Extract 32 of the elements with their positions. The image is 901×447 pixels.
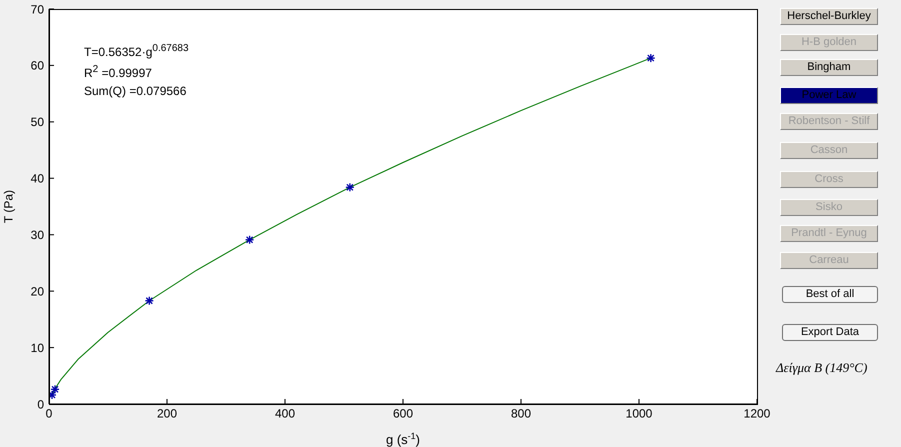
button: Power Law bbox=[780, 87, 878, 104]
y-tick-label: 50 bbox=[30, 115, 44, 130]
x-axis-title: g (s$^{-1}$) bbox=[386, 431, 420, 447]
button: Casson bbox=[780, 142, 878, 159]
button: Bingham bbox=[780, 59, 878, 76]
x-tick-label: 400 bbox=[274, 406, 296, 421]
y-tick-label: 0 bbox=[37, 397, 44, 412]
x-tick-label: 200 bbox=[156, 406, 178, 421]
y-tick-label: 40 bbox=[30, 172, 44, 186]
button: H-B golden bbox=[780, 34, 878, 51]
y-tick-label: 60 bbox=[30, 58, 44, 73]
button: Sisko bbox=[780, 199, 878, 216]
annotation: T=0.56352·g$^{0.67683}$ bbox=[84, 42, 189, 61]
y-tick-label: 30 bbox=[30, 228, 44, 242]
button: Export Data bbox=[782, 324, 878, 341]
button: Prandtl - Eynug bbox=[780, 225, 878, 242]
y-axis-title: T (Pa) bbox=[1, 190, 16, 224]
x-tick-label: 1000 bbox=[626, 406, 653, 421]
button: Carreau bbox=[780, 252, 878, 269]
y-tick-label: 70 bbox=[30, 2, 44, 16]
button: Best of all bbox=[782, 286, 878, 303]
text: Δείγμα Β (149°C) bbox=[776, 360, 868, 376]
annotation: R$^{2}$ =0.99997 bbox=[84, 63, 153, 82]
x-tick-label: 1200 bbox=[744, 406, 771, 421]
button: Cross bbox=[780, 171, 878, 188]
x-tick-label: 800 bbox=[510, 406, 532, 421]
y-tick-label: 10 bbox=[30, 340, 44, 355]
button: Herschel-Burkley bbox=[780, 8, 878, 25]
x-tick-label: 600 bbox=[392, 406, 414, 421]
y-tick-label: 20 bbox=[30, 284, 44, 298]
annotation: Sum(Q) =0.079566 bbox=[84, 83, 188, 100]
button: Robentson - Stilf bbox=[780, 113, 878, 130]
